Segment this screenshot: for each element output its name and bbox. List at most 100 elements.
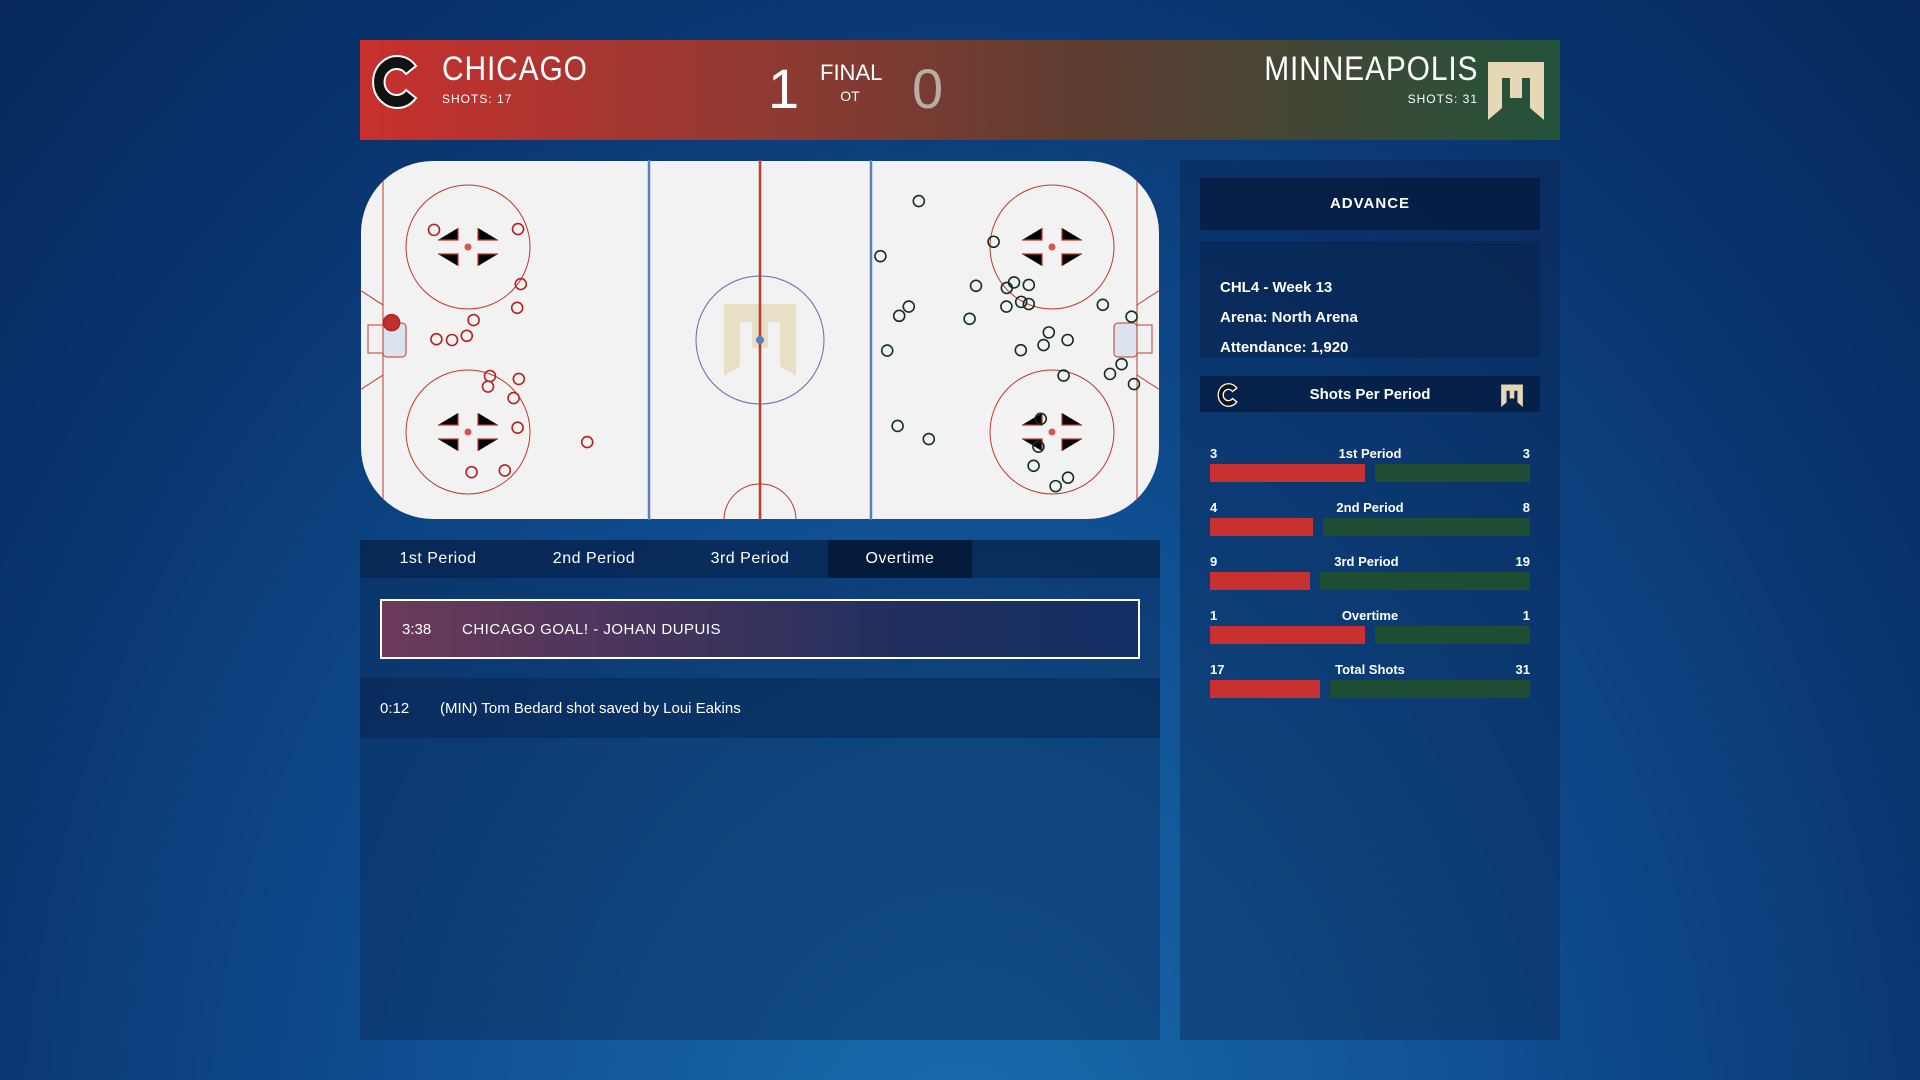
home-shot-marker	[481, 380, 495, 393]
home-shots-bar	[1210, 572, 1310, 590]
event-row[interactable]: 0:12 (MIN) Tom Bedard shot saved by Loui…	[360, 678, 1160, 738]
advance-button[interactable]: ADVANCE	[1200, 178, 1540, 230]
minneapolis-logo-icon	[1488, 62, 1544, 120]
away-team-name: MINNEAPOLIS	[1263, 50, 1478, 88]
rink-shot-map	[360, 160, 1160, 520]
play-by-play-panel: 1st Period 2nd Period 3rd Period Overtim…	[360, 540, 1160, 1040]
away-shot-marker	[880, 344, 894, 357]
away-shot-marker	[912, 194, 926, 208]
period-label: 2nd Period	[1336, 500, 1404, 515]
home-shots-value: 4	[1210, 500, 1218, 515]
league-week: CHL4 - Week 13	[1220, 279, 1333, 296]
away-shots-bar	[1375, 626, 1530, 644]
away-score: 0	[912, 57, 944, 120]
attendance: Attendance: 1,920	[1220, 339, 1349, 356]
away-shots-value: 3	[1522, 446, 1530, 461]
home-score: 1	[768, 57, 800, 120]
away-shots-value: 1	[1522, 608, 1530, 623]
period-bar-row: 9 3rd Period 19	[1210, 554, 1530, 590]
away-shots-bar	[1329, 680, 1530, 698]
home-shots-value: 17	[1210, 662, 1225, 677]
away-shots-value: 31	[1515, 662, 1530, 677]
tab-overtime[interactable]: Overtime	[828, 540, 972, 578]
minneapolis-logo-icon	[1501, 384, 1523, 407]
tab-2nd-period[interactable]: 2nd Period	[552, 550, 636, 567]
home-shot-marker	[580, 435, 594, 449]
away-shot-marker	[874, 249, 887, 263]
away-shot-marker	[1027, 459, 1040, 473]
away-shot-marker	[1096, 298, 1110, 312]
home-shot-marker	[460, 329, 474, 343]
chicago-logo-icon	[372, 55, 418, 109]
home-shots-bar	[1210, 464, 1365, 482]
home-shot-marker	[498, 464, 512, 477]
home-shots-value: 9	[1210, 554, 1218, 569]
period-bar-row: 3 1st Period 3	[1210, 446, 1530, 482]
away-shot-marker	[1042, 326, 1056, 339]
event-time: 0:12	[380, 700, 410, 717]
away-shots: SHOTS: 31	[1407, 92, 1478, 106]
home-shots-bar	[1210, 626, 1365, 644]
home-shots-value: 1	[1210, 608, 1218, 623]
home-shot-marker	[514, 277, 528, 291]
away-shot-marker	[1014, 343, 1028, 357]
away-shot-marker	[1037, 338, 1050, 352]
home-shots: SHOTS: 17	[442, 92, 513, 106]
game-status: FINAL	[820, 60, 883, 85]
period-tabs: 1st Period 2nd Period 3rd Period Overtim…	[360, 540, 1160, 578]
away-shots-bar	[1375, 464, 1530, 482]
home-shots-bar	[1210, 518, 1314, 536]
event-time: 3:38	[402, 621, 432, 638]
chicago-logo-icon	[1217, 383, 1238, 407]
away-shot-marker	[1007, 276, 1021, 289]
home-shot-marker	[511, 222, 525, 236]
away-shot-marker	[1014, 295, 1028, 309]
tab-3rd-period[interactable]: 3rd Period	[710, 550, 790, 567]
shots-per-period-header: Shots Per Period	[1200, 376, 1540, 412]
away-shot-marker	[969, 279, 983, 293]
away-shot-marker	[987, 235, 1000, 249]
period-bar-row: 4 2nd Period 8	[1210, 500, 1530, 536]
away-shots-bar	[1323, 518, 1530, 536]
period-label: Overtime	[1341, 608, 1399, 623]
home-shots-value: 3	[1210, 446, 1218, 461]
game-info: CHL4 - Week 13 Arena: North Arena Attend…	[1200, 241, 1540, 358]
away-shot-marker	[1000, 300, 1013, 313]
arena: Arena: North Arena	[1220, 309, 1358, 326]
away-shot-marker	[1125, 310, 1138, 324]
away-shot-marker	[1049, 479, 1062, 493]
home-shots-bar	[1210, 680, 1320, 698]
away-shot-marker	[1032, 440, 1045, 454]
away-shot-marker	[891, 419, 904, 433]
home-shot-marker	[510, 301, 524, 315]
away-shots-bar	[1319, 572, 1530, 590]
period-bar-row: 17 Total Shots 31	[1210, 662, 1530, 698]
event-row-goal[interactable]: 3:38 CHICAGO GOAL! - JOHAN DUPUIS	[380, 599, 1140, 659]
sidebar	[1180, 160, 1560, 1040]
home-shot-marker	[430, 332, 443, 346]
away-shot-marker	[1061, 471, 1075, 484]
away-shot-marker	[1103, 367, 1117, 381]
home-shot-marker	[465, 465, 478, 479]
event-text: CHICAGO GOAL! - JOHAN DUPUIS	[462, 621, 722, 638]
away-shot-marker	[1127, 377, 1141, 391]
event-text: (MIN) Tom Bedard shot saved by Loui Eaki…	[440, 700, 741, 717]
away-shots-value: 8	[1522, 500, 1530, 515]
away-shot-marker	[892, 309, 906, 323]
away-shots-value: 19	[1515, 554, 1530, 569]
away-shot-marker	[1022, 297, 1036, 311]
game-status-sub: OT	[840, 88, 860, 104]
home-shot-marker	[511, 421, 524, 434]
scoreboard: CHICAGO SHOTS: 17 1 FINAL OT 0 MINNEAPOL…	[360, 40, 1560, 140]
away-shot-marker	[922, 432, 936, 446]
period-bar-row: 1 Overtime 1	[1210, 608, 1530, 644]
home-shot-marker	[512, 372, 526, 386]
away-shot-marker	[1022, 278, 1036, 292]
away-shot-marker	[902, 300, 916, 313]
period-label: 1st Period	[1338, 446, 1402, 461]
period-label: 3rd Period	[1334, 554, 1399, 569]
tab-1st-period[interactable]: 1st Period	[399, 550, 477, 567]
away-shot-marker	[1034, 412, 1048, 426]
away-shot-marker	[1115, 357, 1128, 371]
home-shot-marker	[507, 391, 520, 405]
